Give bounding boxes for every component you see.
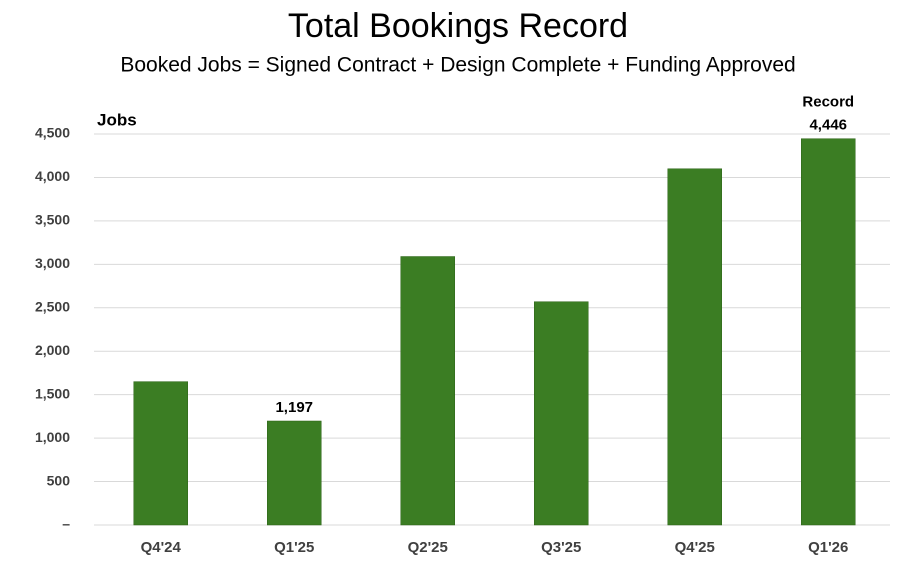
x-tick-label: Q2'25	[408, 539, 448, 556]
value-label: 4,446	[809, 117, 847, 134]
bar	[133, 381, 188, 526]
bar	[667, 168, 722, 526]
chart-subtitle: Booked Jobs = Signed Contract + Design C…	[120, 54, 795, 77]
y-tick-label: 500	[47, 472, 71, 488]
y-tick-label: 2,000	[35, 342, 70, 358]
y-tick-label: 4,000	[35, 168, 70, 184]
bar	[534, 301, 589, 526]
y-tick-label: 1,500	[35, 385, 70, 401]
x-tick-label: Q1'26	[808, 539, 848, 556]
y-tick-label: 3,000	[35, 255, 70, 271]
x-tick-label: Q1'25	[274, 539, 314, 556]
y-axis-label: Jobs	[97, 110, 137, 129]
annotation: Record	[802, 94, 854, 111]
x-tick-label: Q4'24	[141, 539, 182, 556]
chart-title: Total Bookings Record	[288, 7, 628, 45]
x-tick-label: Q3'25	[541, 539, 581, 556]
y-tick-label: 3,500	[35, 212, 70, 228]
y-tick-label: 2,500	[35, 298, 70, 314]
x-tick-label: Q4'25	[675, 539, 715, 556]
value-label: 1,197	[275, 399, 313, 416]
y-tick-label: 1,000	[35, 429, 70, 445]
bar	[801, 138, 856, 526]
y-tick-label: –	[62, 516, 70, 532]
bar	[400, 256, 455, 526]
y-tick-label: 4,500	[35, 125, 70, 141]
bar	[267, 420, 322, 526]
